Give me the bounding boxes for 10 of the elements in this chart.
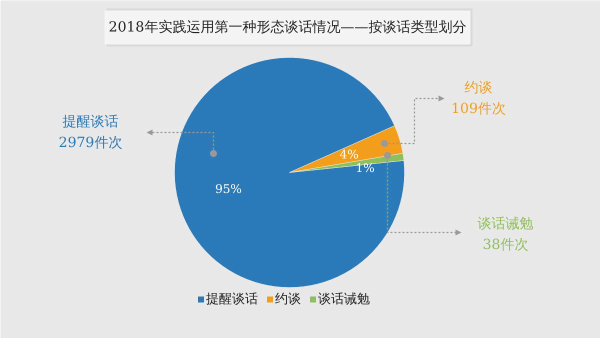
- data-label: 1%: [356, 161, 375, 176]
- chart-title: 2018年实践运用第一种形态谈话情况——按谈话类型划分: [108, 20, 466, 36]
- legend-label: 约谈: [275, 292, 301, 307]
- data-label: 95%: [215, 182, 242, 196]
- text: 谈话诫勉 38件次: [478, 216, 534, 253]
- data-label: 4%: [340, 147, 359, 162]
- text: 约谈 109件次: [451, 80, 506, 117]
- legend-label: 提醒谈话: [206, 292, 258, 307]
- text: 提醒谈话 2979件次: [58, 114, 122, 151]
- legend-label: 谈话诫勉: [318, 292, 370, 307]
